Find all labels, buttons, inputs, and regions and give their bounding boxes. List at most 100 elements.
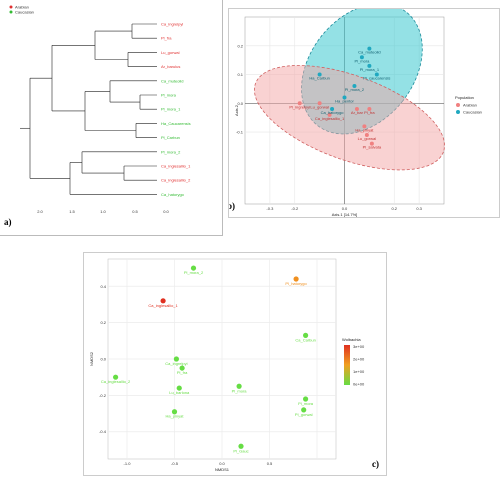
- panel-label-a: a): [4, 217, 12, 227]
- nmds-point-label: Pl_gorwal: [295, 412, 313, 417]
- pcoa-point-caucasian: [342, 95, 347, 100]
- pcoa-point-label: Pl_fra: [364, 110, 375, 115]
- x-axis-label: NMDS1: [215, 467, 230, 472]
- pcoa-point-caucasian: [367, 46, 372, 51]
- nmds-point-label: Ha_pinyat: [165, 414, 184, 419]
- y-tick-label: 0.0: [237, 101, 243, 106]
- panel-label-b: b): [229, 201, 235, 211]
- x-tick-label: -0.5: [171, 461, 179, 466]
- pcoa-point-caucasian: [359, 55, 364, 60]
- legend-label-caucasian: Caucasian: [15, 10, 34, 15]
- nmds-point-label: Pl_Gauc: [233, 448, 248, 453]
- legend-label-arabian: Arabian: [15, 5, 29, 10]
- pcoa-point-label: Pl_mora_2: [345, 87, 365, 92]
- nmds-point: [173, 356, 179, 362]
- nmds-point-label: Lu_barlona: [169, 390, 190, 395]
- leaf-label: Ha_Caucarensis: [161, 121, 191, 126]
- nmds-point-label: Ca_inglesallio_2: [101, 379, 131, 384]
- legend-dot: [456, 110, 460, 114]
- wolbachia-colorbar: [344, 345, 350, 385]
- nmds-point: [303, 332, 309, 338]
- x-axis-label: Axis.1 [14.7%]: [332, 212, 358, 217]
- nmds-point: [303, 396, 309, 402]
- pcoa-plot: Pl_ingrelpyi Lu_gorwalCa_inglesallio_1Ar_…: [229, 9, 482, 217]
- pcoa-point-label: Pl_mora_1: [360, 67, 380, 72]
- pcoa-point-label: Ca_muteolid: [358, 50, 380, 55]
- y-axis-label: NMDS2: [89, 351, 94, 366]
- nmds-point-label: Pl_mora: [232, 388, 248, 393]
- legend-label: Arabian: [463, 103, 477, 108]
- x-tick-label: -0.3: [266, 206, 274, 211]
- leaf-label: Ar_barulus: [161, 64, 180, 69]
- nmds-point-label: Pl_hatorygo: [285, 281, 307, 286]
- leaf-label: Pl_Carbun: [161, 135, 180, 140]
- colorbar-tick-label: 3e+00: [353, 344, 365, 349]
- panel-b-pcoa: Pl_ingrelpyi Lu_gorwal Ca_inglesallio_1 Ar_…: [228, 8, 500, 218]
- y-tick-label: -0.2: [99, 393, 107, 398]
- pcoa-point-label: Lu_gorwal: [310, 104, 329, 109]
- pcoa-point-label: Ha_Carbun: [309, 76, 329, 81]
- leaf-label: Ca_ingrelpyi: [161, 22, 183, 27]
- pcoa-point-caucasian: [374, 72, 379, 77]
- pcoa-point-label: Pl_caucarensis: [363, 76, 390, 81]
- leaf-label: Pl_mora_1: [161, 107, 181, 112]
- x-tick-label: 2.0: [37, 209, 43, 214]
- colorbar-tick-label: 1e+00: [353, 369, 365, 374]
- pcoa-point-arabian: [369, 141, 374, 146]
- nmds-point: [179, 365, 185, 371]
- y-tick-label: 0.1: [237, 72, 243, 77]
- pcoa-point-arabian: [297, 101, 302, 106]
- leaf-label: Pl_fra: [161, 36, 172, 41]
- legend-title: Wolbachia: [342, 337, 361, 342]
- nmds-point-label: Pl_fra: [177, 370, 188, 375]
- pcoa-point-label: Pl_salvata: [363, 145, 382, 150]
- nmds-point: [176, 385, 182, 391]
- nmds-point-label: Pl_mora: [298, 401, 314, 406]
- legend-dot-caucasian: [9, 10, 13, 14]
- y-tick-label: 0.4: [100, 284, 106, 289]
- nmds-point: [293, 276, 299, 282]
- nmds-point-label: Pl_mora_2: [184, 270, 204, 275]
- pcoa-point-arabian: [327, 112, 332, 117]
- pcoa-point-label: Ca_hatorygo: [321, 110, 345, 115]
- nmds-point: [236, 383, 242, 389]
- x-tick-label: 0.0: [163, 209, 169, 214]
- panel-label-c: c): [372, 459, 379, 469]
- leaf-label: Ca_muteolid: [161, 78, 183, 83]
- pcoa-point-label: Lu_gorwal: [358, 136, 377, 141]
- x-tick-label: 0.3: [416, 206, 422, 211]
- nmds-point: [301, 407, 307, 413]
- pcoa-point-caucasian: [352, 84, 357, 89]
- pcoa-point-label: Ha_pentor: [335, 99, 354, 104]
- y-tick-label: 0.2: [237, 43, 243, 48]
- x-tick-label: 0.0: [219, 461, 225, 466]
- panel-c-nmds: Pl_mora_2 Pl_hatorygo Ca_inglesallio_1 Ca_C…: [83, 252, 387, 476]
- pcoa-point-arabian: [367, 107, 372, 112]
- legend-label: Caucasian: [463, 110, 482, 115]
- nmds-point-label: Ca_ingrelpyi: [165, 361, 187, 366]
- legend-title: Population: [455, 95, 474, 100]
- nmds-point-label: Ca_inglesallio_1: [148, 303, 178, 308]
- pcoa-point-label: Pl_mora: [354, 58, 370, 63]
- x-tick-label: 1.0: [100, 209, 106, 214]
- nmds-plot: Pl_mora_2 Pl_hatorygo Ca_inglesallio_1 Ca_C…: [89, 258, 379, 472]
- pcoa-point-label: Ca_inglesallio_1: [315, 116, 345, 121]
- pcoa-point-caucasian: [330, 107, 335, 112]
- pcoa-point-arabian: [317, 101, 322, 106]
- colorbar-tick-label: 2e+00: [353, 357, 365, 362]
- nmds-point: [113, 374, 119, 380]
- nmds-point: [160, 298, 166, 304]
- x-tick-label: -1.0: [124, 461, 132, 466]
- colorbar-tick-label: 0e+00: [353, 382, 365, 387]
- nmds-point: [190, 265, 197, 271]
- leaf-label: Pl_mora_2: [161, 149, 181, 154]
- x-tick-label: 0.5: [132, 209, 138, 214]
- legend-dot-arabian: [9, 5, 13, 9]
- nmds-point: [238, 443, 244, 449]
- y-tick-label: -0.4: [99, 429, 107, 434]
- x-tick-label: 1.5: [69, 209, 75, 214]
- y-axis-label: Axis.2: [234, 104, 239, 116]
- pcoa-point-arabian: [354, 107, 359, 112]
- leaf-label: Pl_mora: [161, 93, 177, 98]
